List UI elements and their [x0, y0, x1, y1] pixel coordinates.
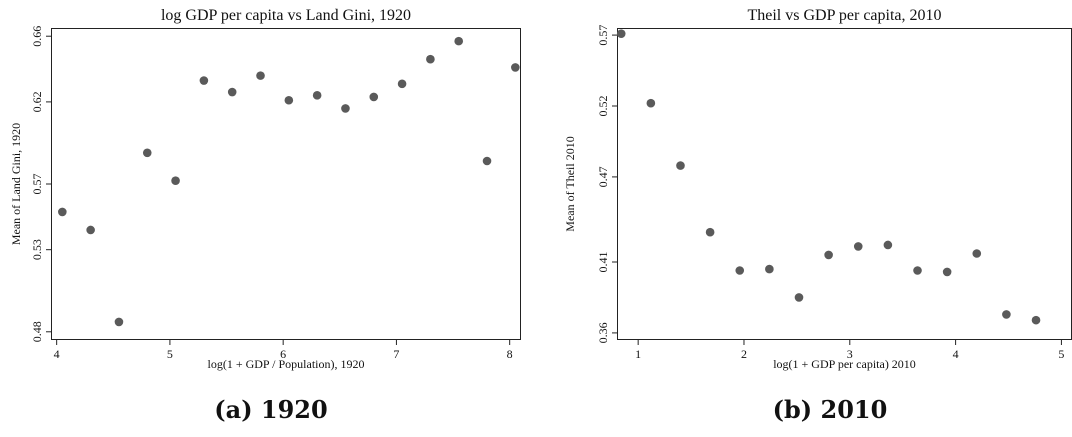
x-tick-label-a: 7 — [393, 347, 399, 361]
data-point-b — [676, 161, 685, 170]
data-points-b — [616, 29, 1041, 325]
data-point-b — [794, 293, 804, 302]
data-point-a — [369, 92, 379, 102]
y-tick-label-a: 0.66 — [30, 26, 44, 47]
y-tick-label-b: 0.52 — [596, 96, 610, 117]
data-point-a — [482, 156, 492, 166]
x-tick-label-a: 6 — [280, 347, 286, 361]
axis-ticks-a: 4 5 6 7 8 0.48 0.53 0.57 0.62 0.66 — [30, 26, 513, 361]
data-point-a — [397, 79, 407, 89]
y-tick-label-b: 0.36 — [596, 322, 610, 343]
y-tick-label-a: 0.48 — [30, 321, 44, 342]
plot-frame-b — [617, 28, 1072, 340]
data-point-b — [972, 249, 982, 258]
data-point-a — [312, 91, 322, 100]
x-tick-label-a: 8 — [507, 347, 513, 361]
y-tick-label-a: 0.57 — [30, 174, 44, 195]
x-tick-label-b: 3 — [847, 347, 853, 361]
data-point-a — [454, 36, 464, 46]
x-axis-label-b: log(1 + GDP per capita) 2010 — [773, 357, 916, 371]
data-point-b — [765, 264, 774, 274]
y-tick-label-a: 0.53 — [30, 239, 44, 260]
x-axis-label-a: log(1 + GDP / Population), 1920 — [208, 357, 365, 371]
data-point-a — [86, 225, 95, 235]
data-point-a — [256, 71, 265, 80]
plot-frame-a — [51, 28, 521, 340]
x-tick-label-b: 5 — [1058, 347, 1064, 361]
data-points-a — [58, 36, 520, 327]
y-tick-label-b: 0.57 — [596, 25, 610, 46]
caption-a: (a) 1920 — [214, 395, 328, 424]
data-point-b — [1031, 315, 1041, 325]
data-point-a — [426, 54, 435, 64]
data-point-b — [853, 242, 863, 251]
data-point-a — [171, 176, 180, 186]
y-axis-label-a: Mean of Land Gini, 1920 — [9, 123, 23, 245]
data-point-b — [705, 227, 715, 237]
y-tick-label-a: 0.62 — [30, 91, 44, 112]
data-point-b — [735, 266, 745, 275]
data-point-b — [913, 266, 922, 275]
data-point-a — [114, 317, 124, 327]
data-point-b — [646, 98, 656, 108]
chart-panel-b: Theil vs GDP per capita, 2010 1 2 3 4 5 0.36 0… — [563, 7, 1072, 371]
y-tick-label-b: 0.47 — [596, 166, 610, 187]
data-point-b — [942, 267, 952, 277]
x-tick-label-b: 4 — [953, 347, 959, 361]
data-point-a — [227, 87, 237, 97]
data-point-b — [1002, 310, 1011, 319]
data-point-b — [616, 29, 626, 38]
x-tick-label-b: 2 — [741, 347, 747, 361]
x-tick-label-a: 4 — [54, 347, 60, 361]
data-point-a — [511, 63, 520, 72]
chart-title-b: Theil vs GDP per capita, 2010 — [747, 7, 941, 24]
data-point-a — [199, 76, 209, 85]
axis-ticks-b: 1 2 3 4 5 0.36 0.41 0.47 0.52 0.57 — [596, 25, 1064, 361]
data-point-a — [142, 148, 152, 158]
data-point-a — [341, 104, 350, 113]
x-tick-label-a: 5 — [167, 347, 173, 361]
caption-b: (b) 2010 — [772, 395, 888, 424]
data-point-a — [58, 207, 67, 217]
data-point-b — [883, 240, 893, 250]
data-point-a — [284, 95, 294, 105]
x-tick-label-b: 1 — [635, 347, 641, 361]
chart-title-a: log GDP per capita vs Land Gini, 1920 — [161, 7, 411, 24]
y-axis-label-b: Mean of Theil 2010 — [563, 136, 577, 231]
chart-panel-a: log GDP per capita vs Land Gini, 1920 4 5… — [9, 7, 521, 371]
y-tick-label-b: 0.41 — [596, 252, 610, 273]
data-point-b — [824, 250, 833, 260]
